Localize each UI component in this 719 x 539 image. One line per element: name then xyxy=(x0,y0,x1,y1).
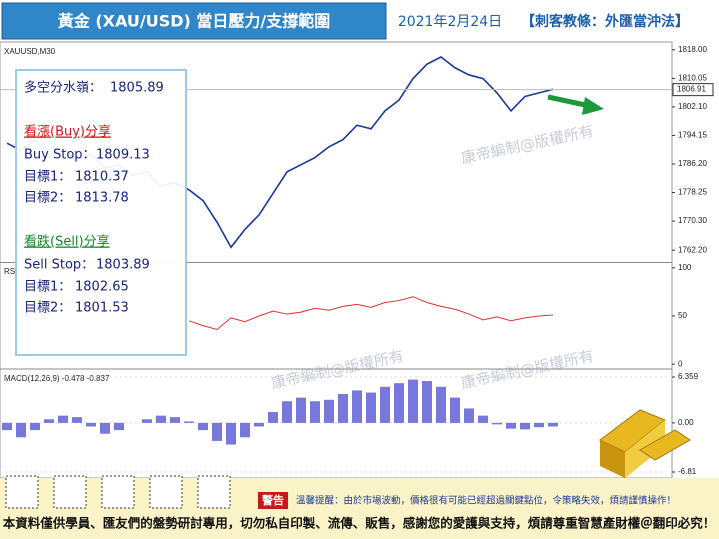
y-tick-label: 1802.10 xyxy=(678,102,707,111)
last-price: 1806.91 xyxy=(677,85,706,94)
bar xyxy=(30,422,40,431)
y-tick-label: 0.00 xyxy=(678,418,694,427)
y-tick-label: 1762.20 xyxy=(678,245,707,254)
bar xyxy=(548,422,558,427)
bar xyxy=(506,422,516,429)
bar xyxy=(520,422,530,430)
bar xyxy=(408,379,418,423)
qr xyxy=(5,475,39,509)
bar xyxy=(338,394,348,423)
bar xyxy=(212,422,222,441)
bar xyxy=(352,390,362,423)
qr xyxy=(53,475,87,509)
panel-text: 多空分水嶺： 1805.89 看漲(Buy)分享 Buy Stop： 1809.… xyxy=(24,80,164,316)
bar xyxy=(436,386,446,423)
brand: 【刺客教條：外匯當沖法】 xyxy=(521,13,689,30)
y-tick-label: 50 xyxy=(678,311,687,320)
chart-title: RSI( xyxy=(4,267,20,276)
y-tick-label: -6.81 xyxy=(678,467,697,476)
arrow-head xyxy=(582,97,604,115)
bar xyxy=(72,417,82,423)
bar xyxy=(16,422,26,438)
buy-stop-label: Buy Stop： xyxy=(24,148,96,163)
warning-tag: 警告 xyxy=(261,493,284,507)
series-line xyxy=(188,296,554,331)
arrow xyxy=(547,94,591,109)
warning-tag-bg xyxy=(258,492,288,509)
bar xyxy=(310,401,320,423)
pivot: 1805.89 xyxy=(110,81,164,96)
bar xyxy=(450,397,460,423)
bar xyxy=(44,419,54,423)
qr xyxy=(197,475,231,509)
y-tick-label: 1770.30 xyxy=(678,216,707,225)
buy-stop: 1809.13 xyxy=(96,148,150,163)
y-tick-label: 6.359 xyxy=(678,372,699,381)
bar xyxy=(268,412,278,423)
pivot-label: 多空分水嶺： xyxy=(24,80,102,96)
bar xyxy=(380,386,390,423)
bar xyxy=(58,415,68,423)
bar xyxy=(198,422,208,431)
gold-bar xyxy=(600,440,625,478)
bar xyxy=(492,422,502,425)
last-price-box xyxy=(672,83,714,97)
bar xyxy=(478,415,488,423)
buy-t2-label: 目標2： xyxy=(24,191,71,206)
buy-t1: 1810.37 xyxy=(75,170,129,185)
gold-bar xyxy=(639,429,691,461)
title-box xyxy=(1,2,387,40)
bar xyxy=(366,392,376,423)
bar xyxy=(422,381,432,423)
gold-bars xyxy=(599,409,691,478)
y-tick-label: 100 xyxy=(678,263,692,272)
qr xyxy=(149,475,183,509)
title: 黃金 (XAU/USD) 當日壓力/支撐範圍 xyxy=(57,12,330,31)
sell-stop: 1803.89 xyxy=(96,258,150,273)
bar xyxy=(394,383,404,423)
sell-t1: 1802.65 xyxy=(75,280,129,295)
bar xyxy=(170,417,180,423)
sell-t1-label: 目標1： xyxy=(24,280,71,295)
bar xyxy=(100,422,110,434)
buy-t2: 1813.78 xyxy=(75,191,129,206)
bar xyxy=(226,422,236,445)
bar xyxy=(464,408,474,423)
bar xyxy=(156,415,166,423)
y-tick-label: 1778.25 xyxy=(678,188,707,197)
y-tick-label: 1818.00 xyxy=(678,45,707,54)
notice: 本資料僅供學員、匯友們的盤勢研討專用，切勿私自印製、流傳、販售，感謝您的愛護與支… xyxy=(3,516,716,531)
qr-codes xyxy=(5,475,231,509)
bar xyxy=(142,419,152,423)
y-tick-label: 1786.20 xyxy=(678,159,707,168)
sell-title: 看跌(Sell)分享 xyxy=(24,234,110,250)
y-tick-label: 1810.05 xyxy=(678,73,707,82)
warning: 溫馨提醒：由於市場波動，價格很有可能已經超過關鍵點位，令策略失效，煩請謹慎操作！ xyxy=(296,495,676,507)
sell-t2: 1801.53 xyxy=(75,301,129,316)
bar xyxy=(254,422,264,427)
bar xyxy=(240,422,250,438)
chart-title: XAUUSD,M30 xyxy=(4,47,56,56)
bar xyxy=(534,422,544,428)
qr xyxy=(101,475,135,509)
bar xyxy=(282,401,292,423)
bar xyxy=(86,422,96,427)
bar xyxy=(2,422,12,431)
bar xyxy=(324,399,334,423)
date: 2021年2月24日 xyxy=(398,14,502,30)
bar xyxy=(184,421,194,423)
y-tick-label: 0 xyxy=(678,359,683,368)
sell-stop-label: Sell Stop： xyxy=(24,258,94,273)
info-panel xyxy=(15,69,187,356)
chart-title: MACD(12,26,9) -0.478 -0.837 xyxy=(4,374,110,383)
bar xyxy=(296,397,306,423)
bar xyxy=(114,422,124,431)
buy-title: 看漲(Buy)分享 xyxy=(24,124,111,140)
y-tick-label: 1794.15 xyxy=(678,131,707,140)
sell-t2-label: 目標2： xyxy=(24,301,71,316)
buy-t1-label: 目標1： xyxy=(24,170,71,185)
